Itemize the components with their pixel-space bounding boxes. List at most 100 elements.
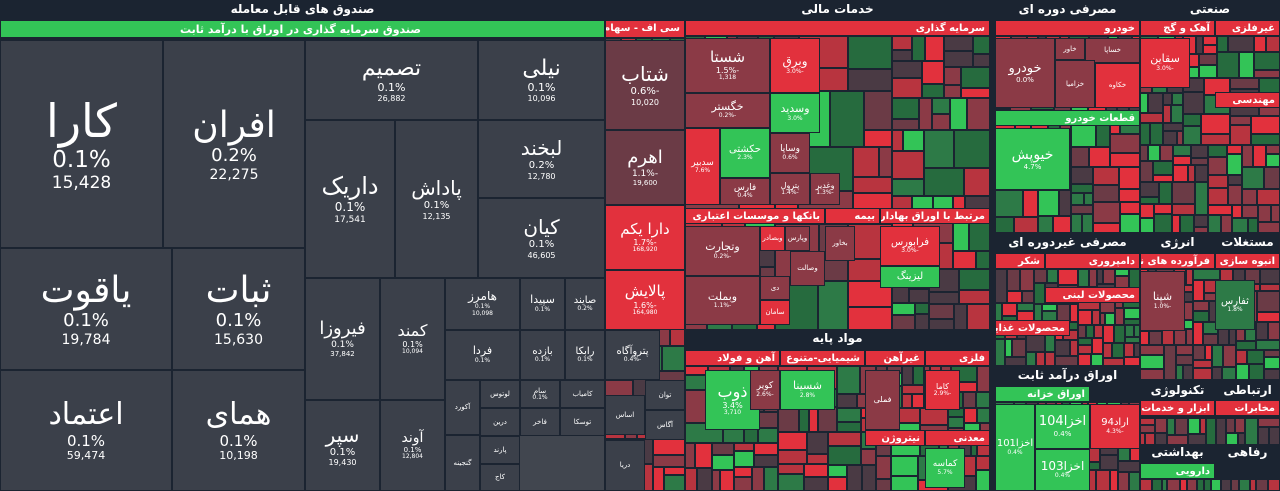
stock-tile[interactable]: فرابورس -3.0% [880,226,940,266]
stock-tile[interactable]: خساپا [1085,38,1140,63]
stock-tile[interactable]: کامیاب [560,380,605,408]
stock-tile[interactable]: اعتماد 0.1% 59,474 [0,370,172,491]
stock-tile[interactable]: شتاب -0.6% 10,020 [605,40,685,130]
stock-tile[interactable]: وتجارت -0.2% [685,226,760,276]
group-header[interactable]: نیتروژن [865,430,925,446]
stock-tile[interactable]: نیلی 0.1% 10,096 [478,40,605,120]
group-header[interactable]: شکر [995,253,1045,269]
stock-tile[interactable]: شپنا -1.0% [1140,271,1185,331]
stock-tile[interactable]: شسینا 2.8% [780,370,835,410]
group-header[interactable]: معدنی [925,430,990,446]
stock-tile[interactable]: سامان [760,300,790,325]
stock-tile[interactable]: پترول -1.4% [770,173,810,205]
stock-tile[interactable]: لیزینگ [880,266,940,288]
stock-tile[interactable]: سام 0.1% [520,380,560,408]
stock-tile[interactable]: سپیدا 0.1% [520,278,565,330]
group-header[interactable]: شیمیایی-متنوع [780,350,865,366]
stock-tile[interactable]: صایند 0.2% [565,278,605,330]
stock-tile[interactable]: اراد94 -4.3% [1090,404,1140,449]
stock-tile[interactable]: رابکا 0.1% [565,330,605,380]
group-header[interactable]: غیرفلزی [1215,20,1280,36]
stock-tile[interactable]: همای 0.1% 10,198 [172,370,305,491]
stock-tile[interactable]: خکاوه [1095,63,1140,108]
stock-tile[interactable]: آوند 0.1% 12,804 [380,400,445,491]
stock-tile[interactable]: خگستر -0.2% [685,93,770,128]
stock-tile[interactable]: وبملت -1.1% [685,276,760,325]
group-header[interactable]: دامپروری [1045,253,1140,269]
group-header[interactable]: آهن و فولاد [685,350,780,366]
group-header[interactable]: آهک و گچ [1140,20,1215,36]
stock-tile[interactable]: تصمیم 0.1% 26,882 [305,40,478,120]
stock-tile[interactable]: خودرو 0.0% [995,38,1055,108]
group-header[interactable]: دارویی [1140,463,1215,479]
stock-tile[interactable]: اخزا104 0.4% [1035,404,1090,449]
group-header[interactable]: مرتبط با اوراق بهادار [880,208,990,224]
group-header[interactable]: صندوق سرمایه گذاری در اوراق با درآمد ثاب… [0,20,605,38]
stock-tile[interactable]: لوتوس [480,380,520,408]
stock-tile[interactable]: وساپا 0.6% [770,133,810,173]
stock-tile[interactable]: داریک 0.1% 17,541 [305,120,395,278]
group-header[interactable]: انبوه سازی و مستغلات [1215,253,1280,269]
group-header[interactable]: محصولات غذایی [995,320,1070,336]
stock-tile[interactable]: کاج [480,464,520,491]
group-header[interactable]: فلزی [925,350,990,366]
group-header[interactable]: مهندسی [1215,92,1280,108]
stock-tile[interactable]: وبرق -3.0% [770,38,820,93]
stock-tile[interactable]: کیان 0.1% 46,605 [478,198,605,278]
stock-tile[interactable]: دی [760,276,790,300]
stock-tile[interactable]: توسکا [560,408,605,436]
stock-tile[interactable]: اهرم -1.1% 19,600 [605,130,685,205]
stock-tile[interactable]: کماسه 5.7% [925,448,965,488]
stock-tile[interactable]: کاما -2.9% [925,370,960,410]
stock-tile[interactable]: بخاور [825,226,855,261]
stock-tile[interactable]: اخزا103 0.4% [1035,449,1090,491]
stock-tile[interactable]: فاخر [520,408,560,436]
group-header[interactable]: فرآورده های نفتی [1140,253,1215,269]
group-header[interactable]: محصولات لبنی [1045,287,1140,303]
group-header[interactable]: بانکها و موسسات اعتباری [685,208,825,224]
stock-tile[interactable]: فملی [865,370,900,430]
stock-tile[interactable]: ثبات 0.1% 15,630 [172,248,305,370]
stock-tile[interactable]: اخزا101 0.4% [995,404,1035,491]
group-header[interactable]: اوراق خزانه [995,386,1090,402]
stock-tile[interactable]: پارند [480,436,520,464]
stock-tile[interactable]: دارا یکم -1.7% 168,920 [605,205,685,270]
stock-tile[interactable]: وصالت [790,251,825,286]
stock-tile[interactable]: ثفارس 1.8% [1215,280,1255,330]
group-header[interactable]: ابزار و خدمات [1140,400,1215,416]
stock-tile[interactable]: حکشتی 2.3% [720,128,770,178]
stock-tile[interactable]: درین [480,408,520,436]
stock-tile[interactable]: شستا -1.5% 1,318 [685,38,770,93]
group-header[interactable]: مخابرات [1215,400,1280,416]
group-header[interactable]: بیمه [825,208,880,224]
stock-tile[interactable]: افران 0.2% 22,275 [163,40,305,248]
stock-tile[interactable]: یاقوت 0.1% 19,784 [0,248,172,370]
stock-tile[interactable]: وپارس [785,226,810,251]
stock-tile[interactable]: پاداش 0.1% 12,135 [395,120,478,278]
stock-tile[interactable]: وغدیر -1.3% [810,173,840,205]
stock-tile[interactable]: سدبیر 7.6% [685,128,720,205]
stock-tile[interactable]: هامرز 0.1% 10,098 [445,278,520,330]
stock-tile[interactable]: اساس [605,395,645,435]
stock-tile[interactable]: فردا 0.1% [445,330,520,380]
group-header[interactable]: سرمایه گذاری [685,20,990,36]
stock-tile[interactable]: بازده 0.1% [520,330,565,380]
stock-tile[interactable]: سقاین -3.0% [1140,38,1190,88]
stock-tile[interactable]: کمند 0.1% 10,094 [380,278,445,400]
stock-tile[interactable]: لبخند 0.2% 12,780 [478,120,605,198]
group-header[interactable]: غیرآهن [865,350,925,366]
stock-tile[interactable]: پتروآگاه -0.4% [605,330,660,380]
stock-tile[interactable]: خیوپش 4.7% [995,128,1070,190]
stock-tile[interactable]: توان [645,380,685,410]
stock-tile[interactable]: خزامیا [1055,60,1095,108]
stock-tile[interactable]: وسدید 3.0% [770,93,820,133]
stock-tile[interactable]: فیروزا 0.1% 37,842 [305,278,380,400]
group-header[interactable]: قطعات خودرو [995,110,1140,126]
stock-tile[interactable]: فارس 0.4% [720,178,770,205]
group-header[interactable]: سی اف - سهام [605,20,685,38]
stock-tile[interactable]: دریا [605,440,645,491]
stock-tile[interactable]: کارا 0.1% 15,428 [0,40,163,248]
stock-tile[interactable]: آکورد [445,380,480,435]
group-header[interactable]: خودرو [995,20,1140,36]
stock-tile[interactable]: آگاس [645,410,685,440]
